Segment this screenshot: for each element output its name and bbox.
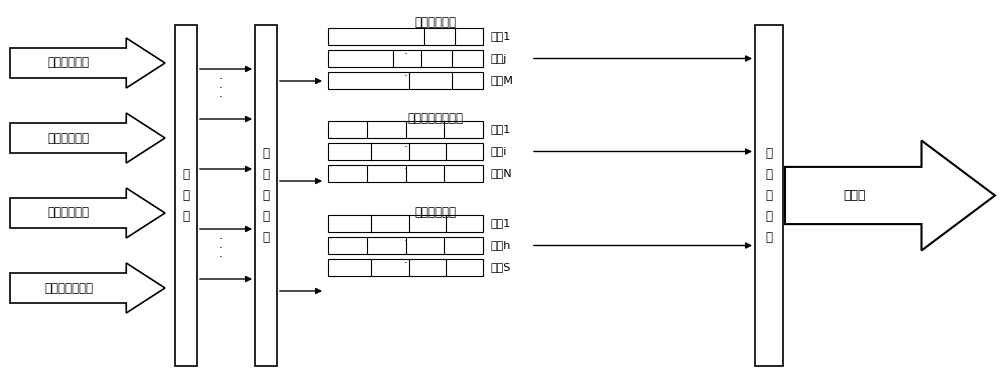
Polygon shape [785, 140, 995, 251]
Text: 队列1: 队列1 [490, 32, 510, 41]
Text: ·: · [404, 258, 408, 271]
Bar [328, 121, 483, 138]
Bar [328, 143, 483, 160]
Bar [755, 25, 783, 366]
Text: 队
列
控
制
器: 队 列 控 制 器 [262, 147, 269, 244]
Text: ·: · [404, 142, 408, 154]
Bar [328, 165, 483, 182]
Polygon shape [10, 113, 165, 163]
Bar [328, 237, 483, 254]
Text: ·: · [404, 163, 408, 176]
Text: 队列S: 队列S [490, 262, 510, 273]
Polygon shape [10, 188, 165, 238]
Text: ·
·
·: · · · [219, 233, 223, 264]
Text: 随机性业务流: 随机性业务流 [48, 131, 90, 145]
Bar [328, 72, 483, 89]
Bar [328, 28, 483, 45]
Bar [255, 25, 277, 366]
Text: 虚拟时间同步队列: 虚拟时间同步队列 [407, 113, 463, 126]
Text: 队列h: 队列h [490, 240, 510, 251]
Bar [328, 50, 483, 67]
Bar [328, 215, 483, 232]
Text: 分
类
器: 分 类 器 [182, 168, 190, 223]
Text: 队列N: 队列N [490, 169, 512, 179]
Text: 时间同步测距流: 时间同步测距流 [44, 282, 93, 294]
Text: 队
列
调
度
器: 队 列 调 度 器 [766, 147, 772, 244]
Text: ·: · [404, 48, 408, 61]
Bar [175, 25, 197, 366]
Text: 队列M: 队列M [490, 75, 513, 86]
Text: 高优先级队列: 高优先级队列 [414, 16, 456, 29]
Text: ·: · [404, 70, 408, 84]
Text: ·
·
·: · · · [219, 74, 223, 104]
Text: 队列1: 队列1 [490, 219, 510, 228]
Text: 队列1: 队列1 [490, 124, 510, 135]
Text: 周期性业务流: 周期性业务流 [48, 206, 90, 219]
Text: 队列j: 队列j [490, 54, 506, 63]
Text: 突发性业务流: 突发性业务流 [48, 57, 90, 70]
Text: 队列i: 队列i [490, 147, 506, 156]
Text: 低优先级队列: 低优先级队列 [414, 206, 456, 219]
Polygon shape [10, 263, 165, 313]
Text: ·: · [404, 235, 408, 249]
Bar [328, 259, 483, 276]
Text: 输出流: 输出流 [843, 189, 866, 202]
Polygon shape [10, 38, 165, 88]
